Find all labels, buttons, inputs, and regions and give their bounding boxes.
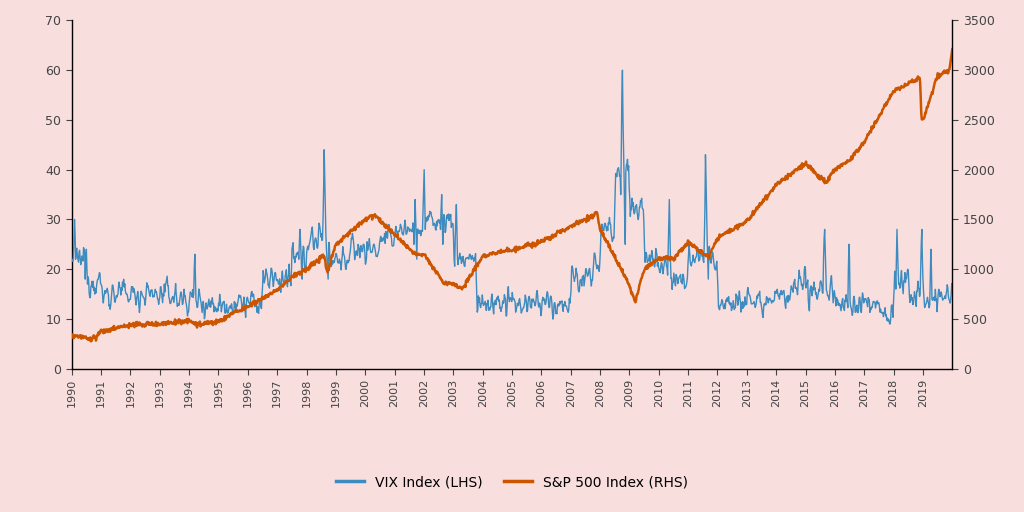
Legend: VIX Index (LHS), S&P 500 Index (RHS): VIX Index (LHS), S&P 500 Index (RHS) <box>331 470 693 495</box>
